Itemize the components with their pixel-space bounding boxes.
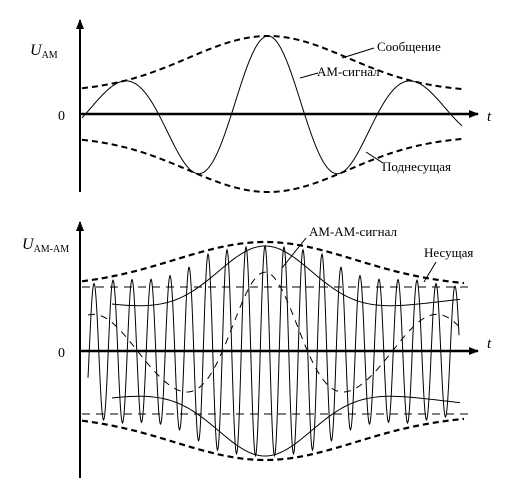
bottom-outer-upper-envelope (81, 240, 465, 285)
top-message-lower-envelope (81, 137, 463, 194)
carrier-label: Несущая (424, 245, 473, 260)
bottom-zero-label: 0 (58, 346, 65, 361)
bottom-am-am-signal-curve (87, 244, 460, 458)
subcarrier-leader-line (365, 151, 384, 164)
bottom-outer-lower-envelope (81, 417, 465, 462)
top-zero-label: 0 (58, 109, 65, 124)
top-y-axis-label: UAM (30, 42, 58, 61)
am-am-signal-leader-line (281, 237, 307, 269)
message-label: Сообщение (377, 39, 441, 54)
top-t-label: t (487, 109, 492, 125)
top-message-upper-envelope (81, 34, 463, 91)
subcarrier-label: Поднесущая (382, 159, 451, 174)
am-am-signal-label: АМ-АМ-сигнал (309, 224, 397, 239)
bottom-panel: UAM-AM 0 t АМ-АМ-сигнал Несущая (22, 221, 492, 478)
top-am-signal-curve (81, 35, 463, 175)
top-panel: UAM 0 t Сообщение АМ-сигнал Поднесущая (30, 19, 492, 194)
bottom-carrier-dashed-curve (87, 271, 459, 393)
carrier-leader-line (423, 261, 437, 283)
am-signal-label: АМ-сигнал (317, 64, 380, 79)
bottom-t-label: t (487, 336, 492, 352)
bottom-am-envelope-lower (111, 395, 461, 457)
am-signal-leader-line (299, 72, 319, 79)
bottom-am-envelope-upper (111, 245, 461, 307)
bottom-y-axis-label: UAM-AM (22, 236, 69, 255)
message-leader-line (341, 47, 375, 59)
